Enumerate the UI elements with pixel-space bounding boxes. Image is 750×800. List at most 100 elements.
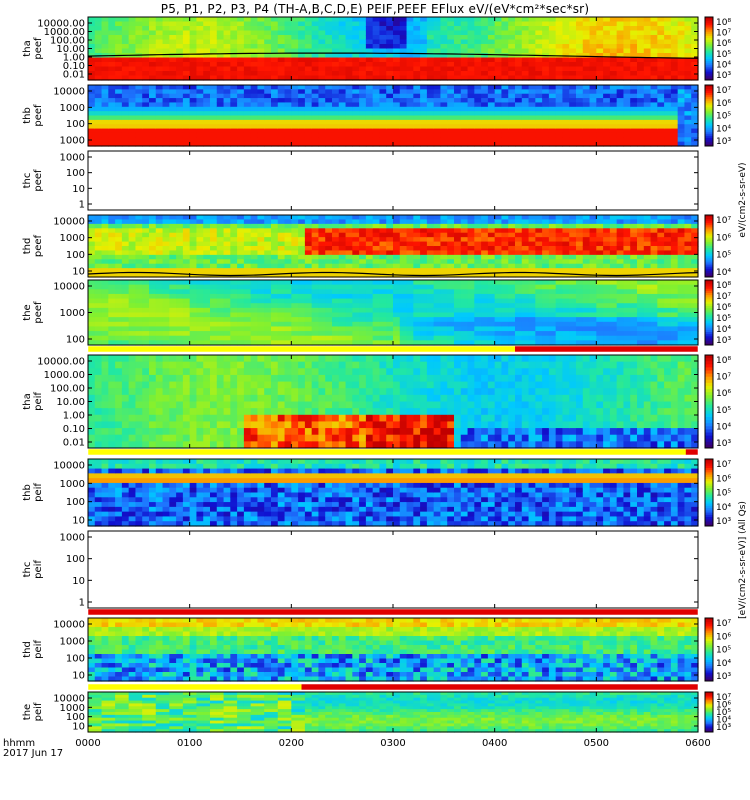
y-tick-label: 0.01 [63, 438, 85, 449]
y-tick-label: 100 [66, 168, 85, 179]
y-tick-label: 10.00 [56, 397, 85, 408]
y-tick-label: 10000 [53, 87, 85, 98]
y-tick-label: 10 [72, 722, 85, 733]
y-tick-label: 10 [72, 267, 85, 278]
y-tick-label: 1000.00 [44, 27, 85, 38]
colorbar-tick-label: 10⁶ [716, 701, 731, 711]
colorbar-tick-label: 10⁴ [716, 659, 731, 669]
colorbar-tick-label: 10⁷ [716, 693, 731, 703]
y-tick-label: 10000.00 [37, 357, 85, 368]
y-tick-label: 1000 [60, 533, 85, 544]
colorbar-tick-label: 10⁵ [716, 112, 731, 122]
panel-thb-peef: 10000 1000 100 1000 thbpeef 10⁷ 10⁶ 10⁵ 10⁴ 10³ [22, 84, 731, 147]
colorbar-tick-label: 10⁶ [716, 39, 731, 49]
y-tick-label: 10000 [53, 282, 85, 293]
y-tick-label: 1000 [60, 136, 85, 147]
colorbar-tick-label: 10⁶ [716, 474, 731, 484]
colorbar-tick-label: 10⁴ [716, 325, 731, 335]
colorbar-tick-label: 10⁵ [716, 406, 731, 416]
panel-frame [87, 150, 699, 211]
colorbar-tick-label: 10³ [716, 672, 731, 682]
y-tick-label: 10000 [53, 461, 85, 472]
colorbar-tick-label: 10⁶ [716, 632, 731, 642]
colorbar: 10⁷ 10⁶ 10⁵ 10⁴ 10³ [704, 458, 731, 527]
colorbar-tick-label: 10⁴ [716, 60, 731, 70]
y-tick-label: 10000 [53, 694, 85, 705]
panel-tha-peif: 10000.00 1000.00 100.00 10.00 1.00 0.10 0.01 th… [22, 354, 731, 449]
colorbar-tick-label: 10⁴ [716, 503, 731, 513]
x-tick-label: 0400 [482, 738, 507, 749]
y-tick-label: 10 [72, 184, 85, 195]
colorbar: 10⁷ 10⁶ 10⁵ 10⁴ 10³ [704, 84, 731, 147]
y-tick-label: 1.00 [63, 53, 85, 64]
y-tick-label: 1000 [60, 479, 85, 490]
y-axis-label: thbpeif [22, 483, 44, 502]
colorbar-tick-label: 10⁷ [716, 619, 731, 629]
colorbar-tick-label: 10⁶ [716, 389, 731, 399]
colorbar-tick-label: 10³ [716, 439, 731, 449]
colorbar-tick-label: 10⁷ [716, 460, 731, 470]
x-tick-label: 0000 [75, 738, 100, 749]
x-tick-label: 0600 [685, 738, 710, 749]
panel-thb-peif: 10000 1000 100 10 thbpeif 10⁷ 10⁶ 10⁵ 10⁴ 10³ [22, 458, 731, 527]
colorbar-tick-label: 10⁴ [716, 268, 731, 278]
panel-thd-peif: 10000 1000 100 10 thdpeif 10⁷ 10⁶ 10⁵ 10⁴ 10³ [22, 617, 731, 682]
y-tick-label: 1 [79, 200, 85, 211]
y-tick-label: 1000 [60, 153, 85, 164]
colorbar-tick-label: 10⁴ [716, 422, 731, 432]
y-tick-label: 100 [66, 119, 85, 130]
y-tick-label: 1000.00 [44, 370, 85, 381]
colorbar-tick-label: 10⁴ [716, 124, 731, 134]
y-axis-label: thepeif [22, 702, 44, 721]
colorbar-tick-label: 10³ [716, 517, 731, 527]
colorbar: 10⁷ 10⁶ 10⁵ 10⁴ 10³ [704, 617, 731, 682]
colorbar-units-label: eV/(cm2-s-sr-eV) [738, 162, 748, 237]
colorbar: 10⁷ 10⁶ 10⁵ 10⁴ [704, 214, 731, 278]
y-axis-label: thdpeef [22, 234, 44, 257]
y-tick-label: 1.00 [63, 411, 85, 422]
y-tick-label: 1000 [60, 308, 85, 319]
y-axis-label: thcpeif [22, 560, 44, 579]
y-tick-label: 100 [66, 654, 85, 665]
colorbar-tick-label: 10⁶ [716, 99, 731, 109]
y-axis-label: thcpeef [22, 169, 44, 192]
x-tick-label: 0500 [584, 738, 609, 749]
y-tick-label: 10000 [53, 217, 85, 228]
mode-bar [88, 346, 698, 352]
colorbar-tick-label: 10⁸ [716, 281, 731, 291]
date-label: 2017 Jun 17 [3, 748, 64, 759]
y-tick-label: 10000 [53, 620, 85, 631]
colorbar-tick-label: 10⁷ [716, 29, 731, 39]
panel-thc-peef: 1000 100 10 1 thcpeef [22, 150, 699, 211]
mode-bar-red [301, 684, 698, 690]
y-tick-label: 1000 [60, 703, 85, 714]
colorbar-tick-label: 10³ [716, 336, 731, 346]
colorbar-tick-label: 10⁵ [716, 314, 731, 324]
y-tick-label: 1000 [60, 637, 85, 648]
y-tick-label: 0.10 [63, 424, 85, 435]
y-tick-label: 0.01 [63, 70, 85, 81]
colorbar-tick-label: 10⁵ [716, 489, 731, 499]
colorbar-tick-label: 10⁴ [716, 716, 731, 726]
y-tick-label: 100.00 [50, 384, 85, 395]
y-tick-label: 100 [66, 335, 85, 346]
colorbar-tick-label: 10⁸ [716, 356, 731, 366]
y-axis-label: thdpeif [22, 640, 44, 659]
panel-thd-peef: 10000 1000 100 10 thdpeef 10⁷ 10⁶ 10⁵ 10⁴ [22, 214, 731, 278]
colorbar-tick-label: 10⁷ [716, 216, 731, 226]
y-tick-label: 10 [72, 516, 85, 527]
mode-bar-red [88, 609, 698, 615]
density-line [87, 52, 699, 59]
y-tick-label: 100 [66, 497, 85, 508]
y-tick-label: 100 [66, 712, 85, 723]
y-axis-label: thepeef [22, 301, 44, 324]
x-tick-label: 0300 [380, 738, 405, 749]
y-tick-label: 100.00 [50, 36, 85, 47]
colorbar-tick-label: 10⁵ [716, 251, 731, 261]
